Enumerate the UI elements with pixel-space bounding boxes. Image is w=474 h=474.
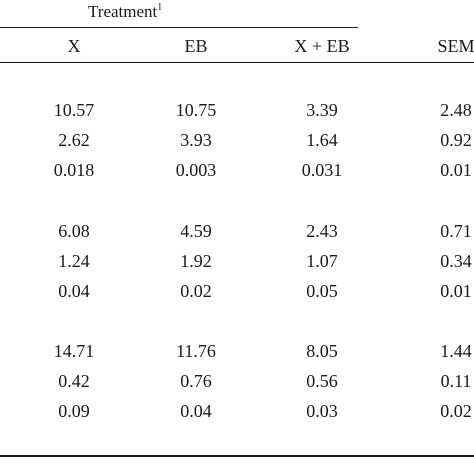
bottom-rule [0, 455, 474, 457]
table-cell: 0.04 [180, 401, 212, 421]
column-header-eb: EB [184, 36, 208, 56]
table-cell: 0.42 [58, 371, 90, 391]
table-cell: 10.75 [175, 100, 217, 120]
table-cell: 3.39 [306, 100, 338, 120]
table-cell: 6.08 [58, 221, 90, 241]
table-cell: 4.59 [180, 221, 212, 241]
table-cell: 0.09 [58, 401, 90, 421]
treatment-label: Treatment [88, 2, 158, 21]
table-cell: 0.02 [440, 401, 472, 421]
table-cell: 10.57 [53, 100, 95, 120]
table-cell: 0.02 [180, 281, 212, 301]
table-cell: 2.43 [306, 221, 338, 241]
table-cell: 1.44 [440, 341, 472, 361]
table-cell: 1.92 [180, 251, 212, 271]
table-cell: 0.56 [306, 371, 338, 391]
table-cell: 1.24 [58, 251, 90, 271]
table-cell: 0.003 [175, 160, 217, 180]
column-header-x-eb: X + EB [294, 36, 350, 56]
table-cell: 0.03 [306, 401, 338, 421]
table-cell: 0.01 [440, 281, 472, 301]
table-cell: 3.93 [180, 130, 212, 150]
table-cell: 14.71 [53, 341, 95, 361]
table-cell: 2.62 [58, 130, 90, 150]
table-cell: 0.92 [440, 130, 472, 150]
treatment-footnote-mark: 1 [157, 2, 163, 13]
table-cell: 0.05 [306, 281, 338, 301]
header-rule [0, 62, 474, 63]
treatment-span-rule [0, 27, 358, 28]
table-cell: 0.11 [440, 371, 472, 391]
table-cell: 0.34 [440, 251, 472, 271]
table-cell: 1.07 [306, 251, 338, 271]
table-cell: 11.76 [176, 341, 216, 361]
column-header-x: X [67, 36, 81, 56]
table-cell: 0.031 [301, 160, 343, 180]
table-cell: 1.64 [306, 130, 338, 150]
table-cell: 0.01 [440, 160, 472, 180]
table-cell: 8.05 [306, 341, 338, 361]
table-cell: 0.018 [53, 160, 95, 180]
table-cell: 2.48 [440, 100, 472, 120]
column-header-sem: SEM [437, 36, 474, 56]
table-cell: 0.76 [180, 371, 212, 391]
table-cell: 0.71 [440, 221, 472, 241]
treatment-group-header: Treatment1 [88, 1, 162, 23]
table-cell: 0.04 [58, 281, 90, 301]
